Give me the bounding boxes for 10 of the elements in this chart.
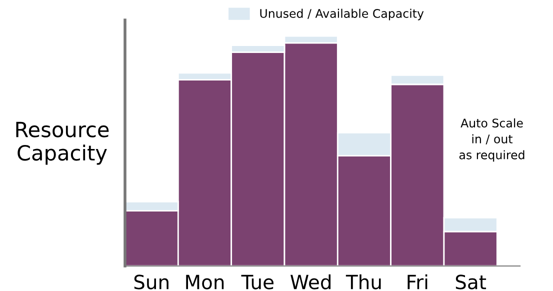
x-tick-label: Fri xyxy=(408,274,428,290)
annotation: Auto Scale in / out as required xyxy=(459,118,524,162)
x-tick-label: Sat xyxy=(456,274,486,290)
x-tick-label: Tue xyxy=(241,274,274,290)
x-tick-label: Thu xyxy=(346,274,381,290)
x-tick-label: Mon xyxy=(186,274,224,290)
y-axis-title: Resource Capacity xyxy=(16,122,109,165)
x-tick-label: Sun xyxy=(134,274,168,290)
x-tick-label: Wed xyxy=(290,274,330,290)
legend-label: Unused / Available Capacity xyxy=(260,8,424,20)
